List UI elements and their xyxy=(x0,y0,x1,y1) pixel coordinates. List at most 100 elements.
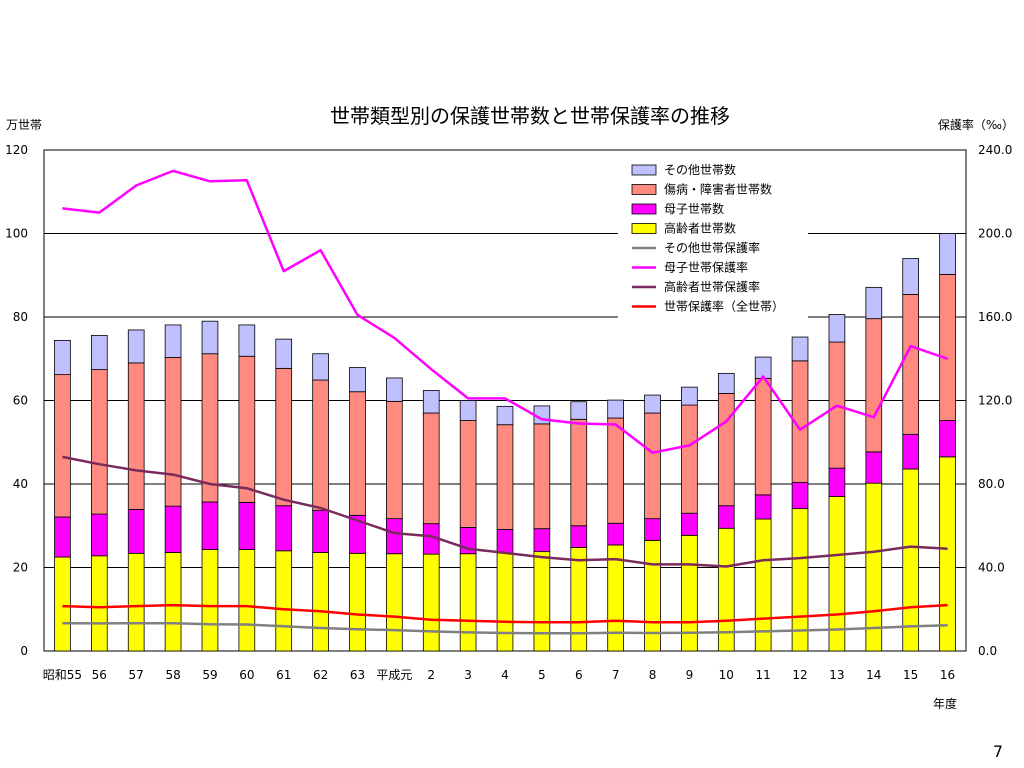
bar-segment xyxy=(312,552,329,652)
bar-segment xyxy=(902,258,920,295)
bar-segment xyxy=(312,353,329,381)
x-tick-label: 5 xyxy=(538,668,546,682)
bar-segment xyxy=(717,505,735,529)
bar-segment xyxy=(422,553,440,652)
x-tick-label: 14 xyxy=(866,668,881,682)
bar-segment xyxy=(422,390,440,414)
bar-segment xyxy=(865,318,883,453)
bar-segment xyxy=(164,552,182,652)
legend-swatch xyxy=(631,223,657,234)
bar-segment xyxy=(939,420,956,458)
bar-segment xyxy=(386,377,403,402)
bar-segment xyxy=(54,516,71,558)
bar-segment xyxy=(238,355,256,503)
legend-entry: その他世帯数 xyxy=(664,162,736,177)
bar-segment xyxy=(164,357,182,507)
x-tick-label: 10 xyxy=(719,668,734,682)
y-tick-label: 60 xyxy=(13,394,28,408)
bar-segment xyxy=(902,294,920,435)
y2-tick-label: 120.0 xyxy=(978,394,1012,408)
bar-segment xyxy=(496,405,514,426)
y-tick-label: 120 xyxy=(5,143,28,157)
bar-segment xyxy=(349,552,366,652)
bar-segment xyxy=(275,367,293,507)
bar-segment xyxy=(865,451,883,484)
bar-segment xyxy=(717,372,735,394)
chart-title: 世帯類型別の保護世帯数と世帯保護率の推移 xyxy=(330,104,730,128)
legend-entry: 母子世帯保護率 xyxy=(664,260,748,275)
bar-segment xyxy=(349,391,366,516)
bar-segment xyxy=(828,467,846,497)
bar-segment xyxy=(607,399,624,419)
y-tick-label: 0 xyxy=(20,644,28,658)
rate-line xyxy=(62,603,948,624)
bar-segment xyxy=(533,423,551,530)
legend-swatch xyxy=(631,184,657,195)
x-tick-label: 13 xyxy=(829,668,844,682)
bar-segment xyxy=(939,274,956,421)
bar-segment xyxy=(164,324,182,358)
x-tick-label: 63 xyxy=(350,668,365,682)
bar-segment xyxy=(496,552,514,652)
bar-segment xyxy=(570,547,588,652)
bar-segment xyxy=(127,329,145,364)
bar-segment xyxy=(54,556,71,652)
bar-segment xyxy=(422,412,440,525)
x-tick-label: 平成元 xyxy=(376,668,412,682)
bar-segment xyxy=(54,374,71,518)
bar-segment xyxy=(791,336,809,362)
x-tick-label: 62 xyxy=(313,668,328,682)
y2-tick-label: 40.0 xyxy=(978,561,1005,575)
x-tick-label: 56 xyxy=(92,668,107,682)
x-tick-label: 60 xyxy=(239,668,254,682)
bar-segment xyxy=(238,549,256,652)
y2-tick-label: 160.0 xyxy=(978,310,1012,324)
bar-segment xyxy=(681,404,698,514)
y-tick-label: 80 xyxy=(13,310,28,324)
x-tick-label: 昭和55 xyxy=(43,668,82,682)
y-axis-label: 万世帯 xyxy=(6,118,42,132)
legend-entry: その他世帯保護率 xyxy=(664,240,760,255)
bar-segment xyxy=(275,550,293,652)
x-tick-label: 16 xyxy=(940,668,955,682)
x-tick-label: 57 xyxy=(129,668,144,682)
rate-line xyxy=(62,169,949,454)
y2-axis-label: 保護率（‰） xyxy=(938,117,1014,132)
legend-swatch xyxy=(631,203,657,215)
bar-segment xyxy=(570,401,588,420)
rate-line xyxy=(62,455,948,568)
bar-segment xyxy=(54,339,71,376)
bar-segment xyxy=(459,420,477,528)
bar-segment xyxy=(275,338,293,369)
bar-segment xyxy=(459,400,477,421)
bar-segment xyxy=(164,505,182,553)
x-tick-label: 59 xyxy=(202,668,217,682)
bar-segment xyxy=(90,369,108,515)
bar-segment xyxy=(90,334,108,371)
x-tick-label: 6 xyxy=(575,668,583,682)
x-tick-label: 7 xyxy=(612,668,620,682)
bar-segment xyxy=(127,509,145,554)
bar-segment xyxy=(312,509,329,553)
bar-segment xyxy=(939,456,956,652)
y-tick-label: 100 xyxy=(5,227,28,241)
bar-segment xyxy=(238,501,256,550)
x-tick-label: 11 xyxy=(756,668,771,682)
bar-segment xyxy=(754,377,772,496)
bar-segment xyxy=(238,324,256,357)
legend-entry: 母子世帯数 xyxy=(664,201,724,216)
x-tick-label: 61 xyxy=(276,668,291,682)
bar-segment xyxy=(754,494,772,520)
bar-segment xyxy=(717,393,735,507)
bar-segment xyxy=(201,320,219,355)
bar-segment xyxy=(533,551,551,652)
x-tick-label: 9 xyxy=(686,668,694,682)
bar-segment xyxy=(349,367,366,393)
x-tick-label: 2 xyxy=(427,668,435,682)
x-tick-label: 58 xyxy=(165,668,180,682)
bar-segment xyxy=(865,286,883,320)
legend: その他世帯数傷病・障害者世帯数母子世帯数高齢者世帯数その他世帯保護率母子世帯保護… xyxy=(618,158,808,318)
bar-segment xyxy=(939,233,956,275)
